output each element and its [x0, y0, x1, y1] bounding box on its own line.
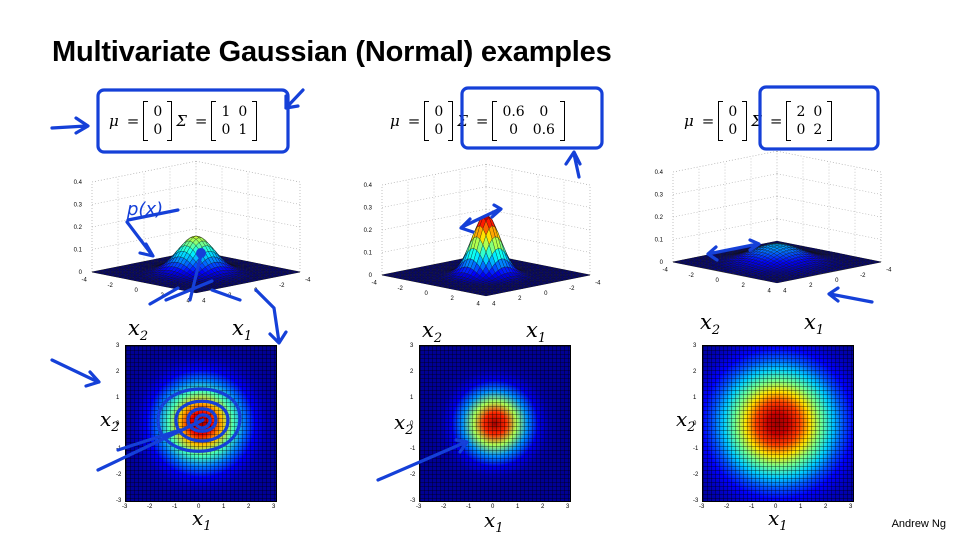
- ink-arrow-px: [125, 220, 155, 258]
- sigma-entry: 1: [221, 104, 231, 120]
- sigma-entry: 0: [796, 122, 806, 138]
- sigma-entry: 1: [238, 122, 248, 138]
- mu-symbol: μ: [109, 112, 119, 130]
- surface-x1-tick: -4: [82, 278, 88, 284]
- surface-z-tick: 0.4: [74, 180, 83, 186]
- ink-strokes-surface-1: [148, 253, 242, 306]
- equals-sign: =: [194, 112, 208, 130]
- surface-z-tick: 0: [79, 270, 83, 276]
- mu-entry: 0: [728, 104, 738, 120]
- slide-title: Multivariate Gaussian (Normal) examples: [52, 36, 612, 68]
- mu-symbol: μ: [390, 112, 400, 130]
- sigma-entry: 0: [813, 104, 823, 120]
- ink-arrow-sigma-2: [564, 150, 582, 179]
- surface-x1-tick: -2: [108, 283, 114, 289]
- mu-vector: 0 0: [718, 101, 748, 141]
- mu-entry: 0: [153, 104, 163, 120]
- mu-vector: 0 0: [424, 101, 454, 141]
- sigma-entry: 0: [509, 122, 519, 138]
- sigma-matrix: 0.6 0 0 0.6: [492, 101, 565, 141]
- sigma-entry: 0: [539, 104, 549, 120]
- surface-x2-tick: -2: [279, 283, 285, 289]
- surface-x2-tick: -4: [305, 278, 311, 284]
- equals-sign: =: [126, 112, 140, 130]
- sigma-symbol: Σ: [176, 112, 187, 130]
- mu-entry: 0: [728, 122, 738, 138]
- ink-arrow-double-2: [459, 203, 503, 234]
- equals-sign: =: [701, 112, 715, 130]
- mu-symbol: μ: [684, 112, 694, 130]
- surface-x1-tick: 0: [135, 288, 139, 294]
- sigma-entry: 2: [796, 104, 806, 120]
- ink-box-sigma-3: [758, 85, 880, 151]
- sigma-entry: 2: [813, 122, 823, 138]
- sigma-entry: 0: [238, 104, 248, 120]
- equals-sign: =: [407, 112, 421, 130]
- surface-z-tick: 0.3: [74, 203, 83, 209]
- surface-z-tick: 0.2: [74, 225, 83, 231]
- author-credit: Andrew Ng: [891, 518, 946, 530]
- sigma-entry: 0.6: [502, 104, 525, 120]
- equals-sign: =: [475, 112, 489, 130]
- ink-arrow-heat-2: [376, 438, 469, 482]
- surface-x1-tick: 4: [187, 298, 191, 304]
- ink-arrow-double-3: [706, 238, 761, 262]
- ink-arrow-left-1: [50, 116, 90, 135]
- mu-vector: 0 0: [143, 101, 173, 141]
- sigma-entry: 0: [221, 122, 231, 138]
- sigma-entry: 0.6: [532, 122, 555, 138]
- ink-arrow-down-1: [254, 288, 288, 345]
- surface-z-tick: 0.1: [74, 248, 83, 254]
- mu-entry: 0: [434, 104, 444, 120]
- ink-box-sigma-1: [96, 88, 290, 154]
- sigma-symbol: Σ: [751, 112, 762, 130]
- surface-x2-tick: 4: [202, 298, 206, 304]
- mu-entry: 0: [434, 122, 444, 138]
- equals-sign: =: [769, 112, 783, 130]
- ink-arrow-left-3: [827, 286, 874, 304]
- mu-entry: 0: [153, 122, 163, 138]
- equation-panel-2: μ = 0 0 Σ = 0.6 0 0 0.6: [386, 92, 565, 150]
- ink-line-heat-1: [96, 418, 205, 472]
- ink-arrow-left-heat-1: [50, 358, 101, 388]
- surface-patch: [192, 291, 200, 293]
- ink-box-sigma-2: [460, 86, 604, 150]
